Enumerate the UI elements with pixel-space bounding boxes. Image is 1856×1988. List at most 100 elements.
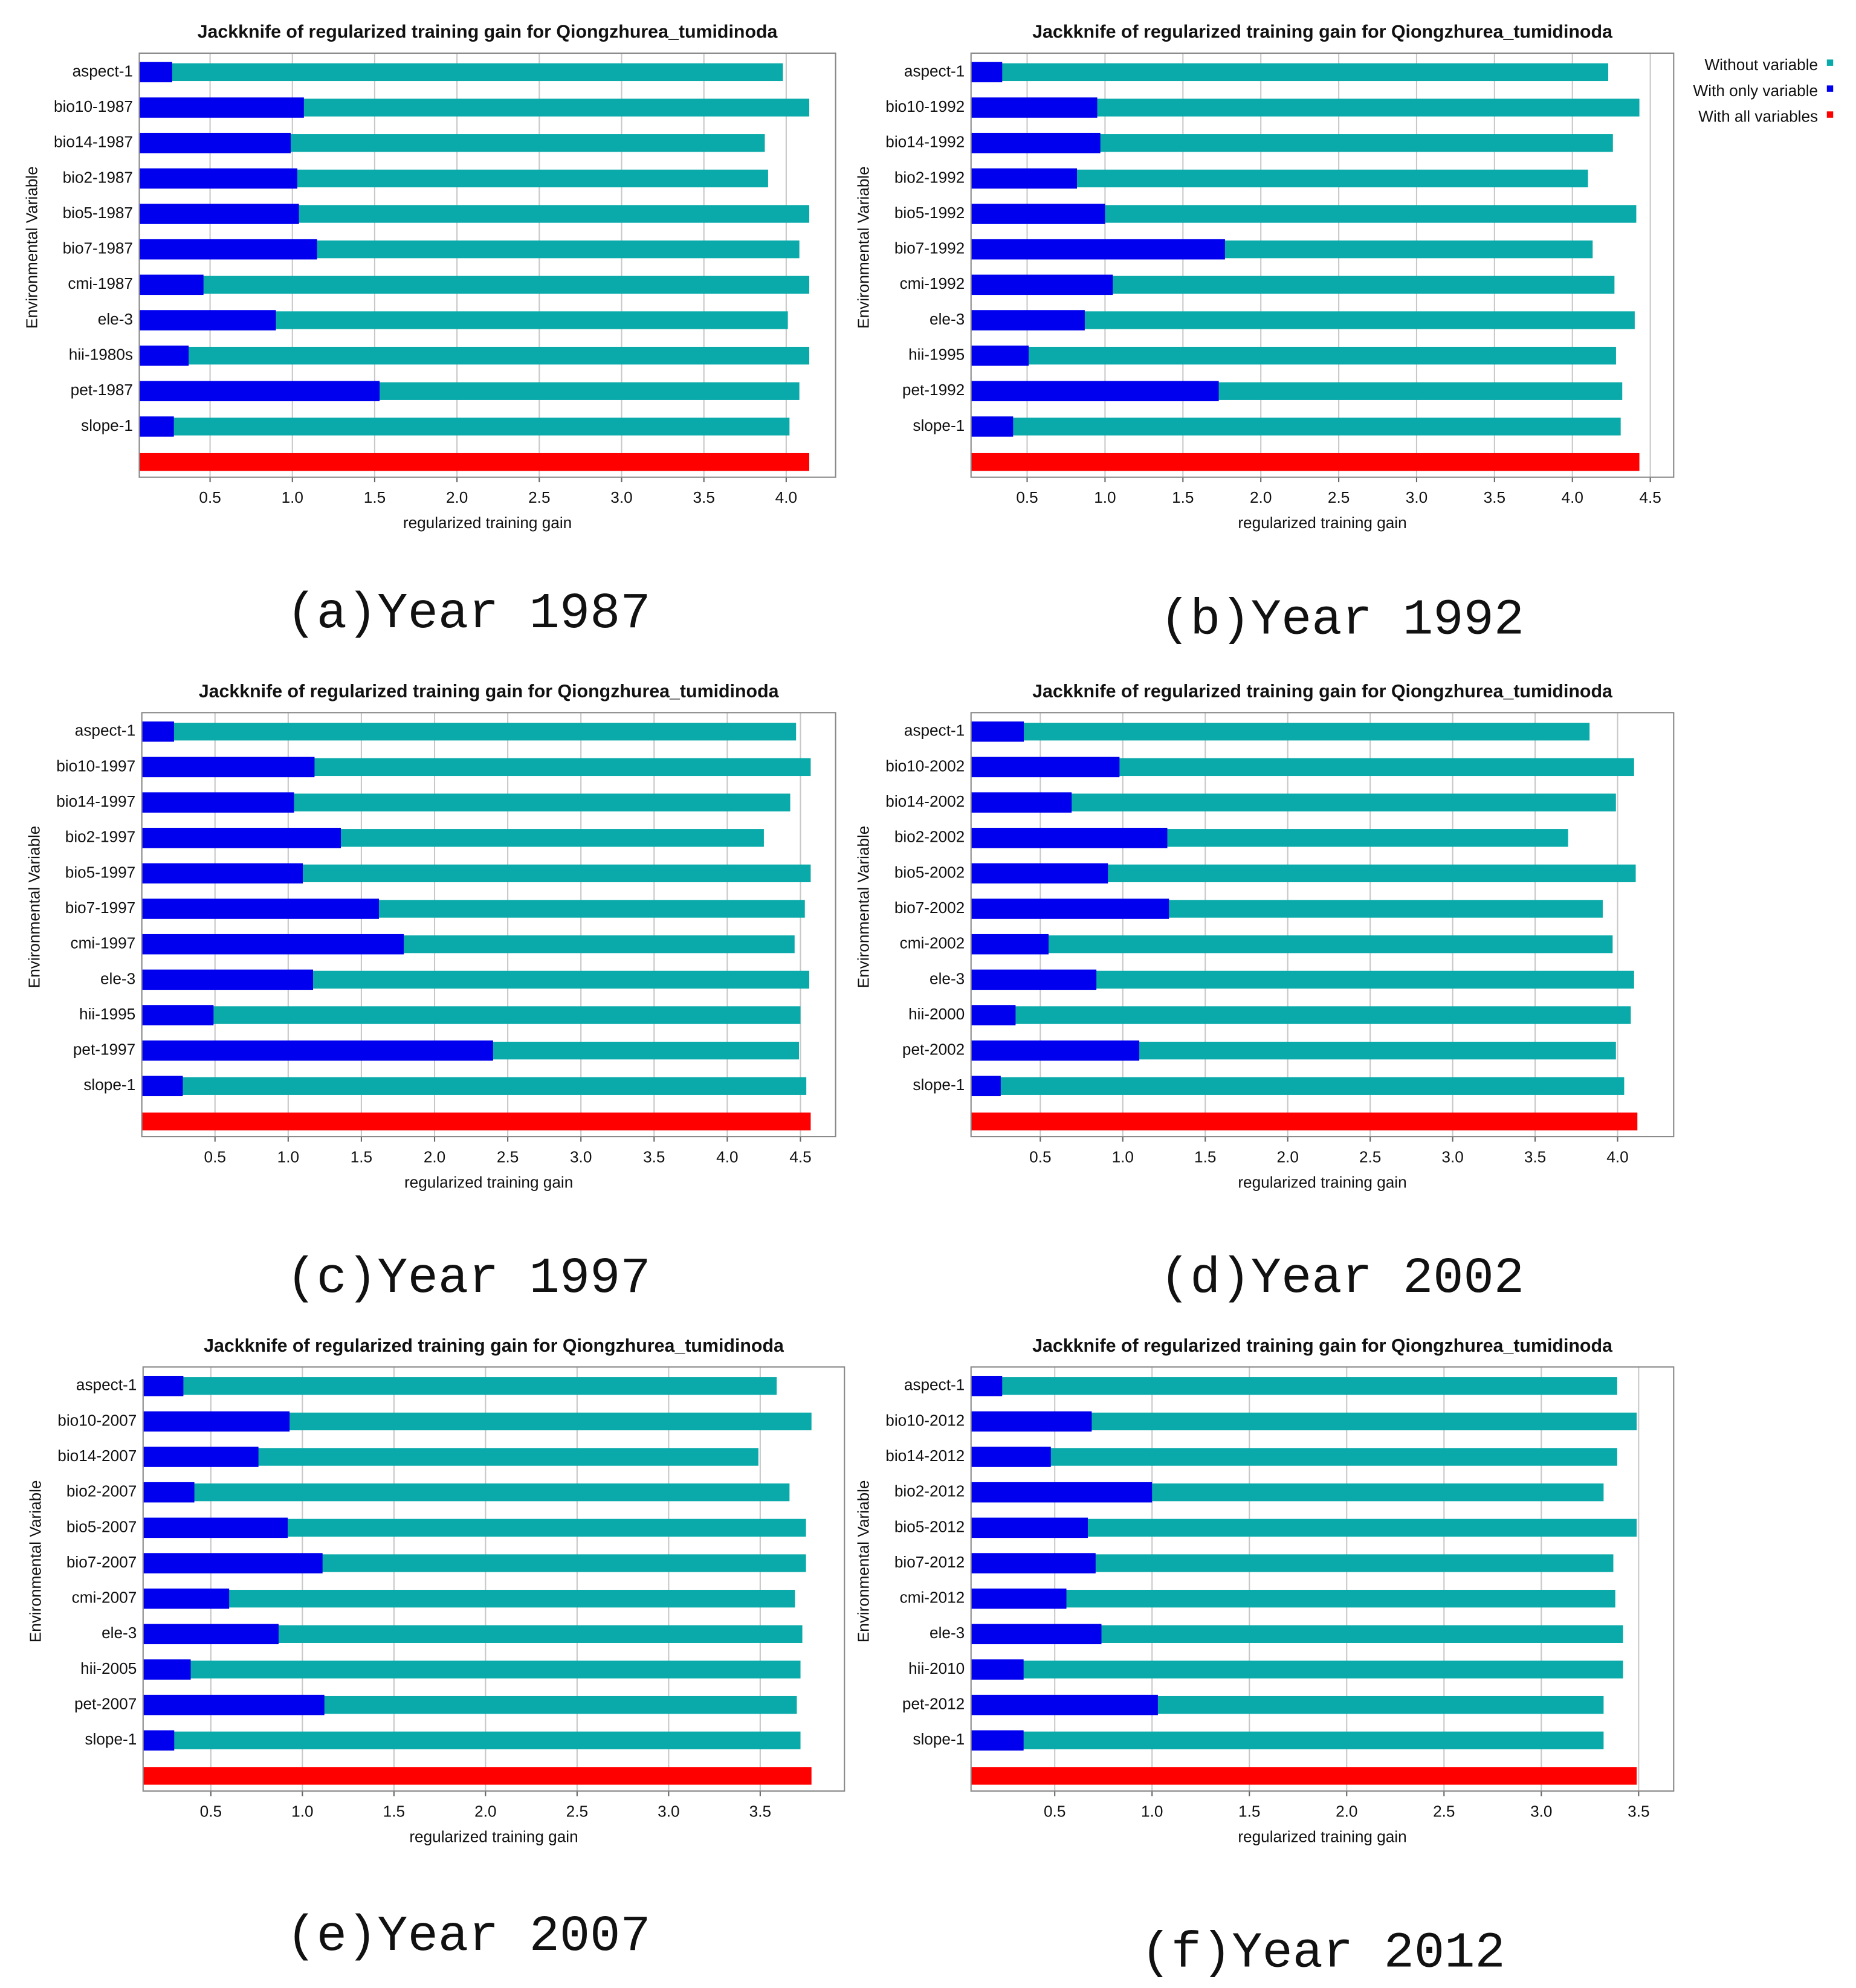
legend-label: With all variables [1698, 108, 1818, 126]
bar [139, 418, 790, 436]
y-tick-label: bio5-2012 [894, 1517, 965, 1535]
y-tick-label: slope-1 [913, 1076, 965, 1094]
bar [141, 863, 303, 884]
bar [141, 827, 341, 848]
plot-background [971, 1367, 1674, 1792]
x-tick-label: 1.5 [351, 1148, 372, 1166]
y-axis-label: Environmental Variable [855, 166, 873, 329]
bar [971, 1694, 1158, 1715]
bar [141, 1005, 214, 1025]
bar [971, 1077, 1625, 1095]
legend-label: With only variable [1693, 82, 1819, 100]
bar [141, 757, 315, 778]
y-tick-label: pet-1992 [902, 381, 965, 399]
bar [139, 97, 304, 118]
x-tick-label: 3.0 [658, 1802, 679, 1821]
caption: (c)Year 1997 [286, 1250, 650, 1308]
x-tick-label: 3.5 [1524, 1148, 1546, 1166]
y-tick-label: bio7-1987 [63, 239, 133, 257]
y-tick-label: hii-1980s [69, 346, 133, 364]
x-axis-label: regularized training gain [1238, 514, 1406, 532]
x-tick-label: 2.0 [1250, 488, 1272, 506]
bar [143, 1482, 195, 1503]
bar [971, 899, 1169, 919]
x-tick-label: 1.5 [383, 1802, 405, 1821]
bar [143, 1589, 795, 1608]
bar [971, 1040, 1140, 1061]
x-tick-label: 2.5 [1433, 1802, 1455, 1821]
plot-frame [142, 1366, 846, 1792]
bar [971, 757, 1120, 778]
x-tick-label: 3.5 [693, 488, 714, 506]
y-tick-label: slope-1 [913, 416, 965, 434]
plot-frame [970, 52, 1675, 478]
caption: (b)Year 1992 [1160, 592, 1524, 650]
bar [971, 1377, 1617, 1395]
bar [139, 345, 189, 366]
x-tick-label: 3.5 [749, 1802, 771, 1821]
bar [971, 1005, 1016, 1025]
x-tick-label: 3.5 [1628, 1802, 1649, 1821]
x-tick-label: 4.5 [789, 1148, 811, 1166]
y-tick-label: bio2-2007 [66, 1482, 137, 1500]
bar [971, 1517, 1088, 1538]
bar [971, 1589, 1615, 1608]
bar [971, 935, 1613, 954]
x-tick-label: 4.0 [1606, 1148, 1628, 1166]
x-tick-label: 4.0 [1562, 488, 1583, 506]
y-tick-label: pet-2012 [902, 1695, 965, 1713]
bar [139, 346, 810, 365]
y-tick-label: cmi-2007 [72, 1589, 137, 1607]
bar [971, 969, 1097, 990]
x-tick-label: 2.5 [1359, 1148, 1381, 1166]
x-tick-label: 0.5 [199, 488, 221, 506]
bar [139, 453, 810, 471]
legend-swatch [1826, 59, 1834, 66]
chart-title: Jackknife of regularized training gain f… [1032, 682, 1613, 702]
y-tick-label: aspect-1 [904, 721, 965, 740]
x-tick-label: 3.0 [610, 488, 632, 506]
bar [143, 1694, 325, 1715]
x-tick-label: 1.0 [1141, 1802, 1163, 1821]
bar [971, 1447, 1051, 1467]
y-tick-label: cmi-1997 [71, 934, 136, 952]
bar [971, 1482, 1153, 1503]
bar [971, 827, 1168, 848]
y-tick-label: bio14-1997 [56, 792, 135, 810]
chart-title: Jackknife of regularized training gain f… [198, 22, 778, 42]
y-tick-label: bio10-1997 [56, 757, 135, 775]
bar [971, 239, 1225, 260]
y-tick-label: pet-1987 [71, 381, 133, 399]
bar [141, 1076, 183, 1097]
x-axis-label: regularized training gain [404, 1173, 573, 1192]
y-tick-label: bio2-1992 [894, 168, 965, 186]
y-tick-label: ele-3 [98, 310, 133, 328]
chart-title: Jackknife of regularized training gain f… [199, 682, 780, 702]
bar [971, 345, 1029, 366]
y-tick-label: bio10-1992 [885, 97, 965, 115]
bar [971, 168, 1078, 189]
y-tick-label: ele-3 [102, 1624, 137, 1642]
bar [141, 899, 379, 919]
bar [143, 1730, 175, 1751]
x-tick-label: 4.0 [775, 488, 797, 506]
x-tick-label: 0.5 [1029, 1148, 1051, 1166]
plot-frame [970, 1366, 1675, 1792]
y-tick-label: bio7-2002 [894, 899, 965, 917]
x-tick-label: 1.0 [1112, 1148, 1134, 1166]
bar [139, 310, 276, 331]
bar [143, 1588, 230, 1609]
bar [971, 1730, 1024, 1751]
bar [139, 63, 783, 82]
bar [971, 97, 1098, 118]
y-axis-label: Environmental Variable [25, 826, 44, 989]
bar [139, 416, 174, 437]
y-tick-label: bio14-2012 [885, 1447, 965, 1465]
chart-title: Jackknife of regularized training gain f… [1032, 1336, 1613, 1356]
bar [971, 1659, 1024, 1680]
y-tick-label: bio5-2007 [66, 1517, 137, 1535]
bar [971, 1553, 1096, 1573]
plot-frame [141, 712, 836, 1138]
bar [141, 969, 314, 990]
bar [143, 1767, 812, 1785]
